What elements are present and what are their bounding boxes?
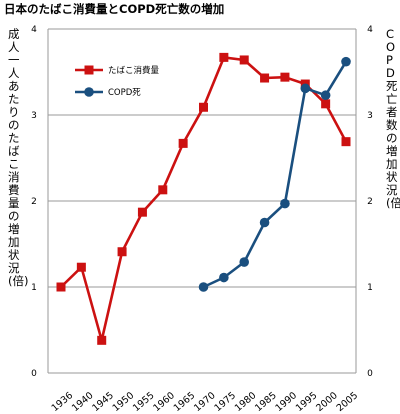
series-lines [60,56,348,342]
data-point-tobacco [219,52,229,62]
x-tick-label: 2000 [314,390,340,414]
data-point-tobacco [56,282,66,292]
data-point-tobacco [117,247,127,257]
data-point-tobacco [321,99,331,109]
data-point-tobacco [97,335,107,345]
y-tick-label-left: 4 [31,25,37,35]
data-point-copd [341,56,351,67]
data-point-copd [320,90,331,101]
x-tick-label: 1995 [294,390,320,414]
data-point-copd [219,272,229,283]
y-tick-label-right: 3 [367,111,373,121]
x-tick-label: 1936 [50,390,76,414]
data-point-tobacco [260,73,270,83]
x-tick-label: 1950 [111,390,137,414]
x-tick-label: 1980 [233,390,259,414]
grid [48,28,356,374]
series-markers [56,52,351,345]
x-tick-label: 1940 [70,390,96,414]
x-tick-label: 1970 [192,390,218,414]
x-tick-label: 1990 [274,390,300,414]
x-tick-label: 1975 [212,390,238,414]
data-point-tobacco [199,102,208,112]
legend-marker-square [84,65,94,75]
legend-label: COPD死 [108,88,141,98]
y-tick-label-left: 3 [31,111,37,121]
y-tick-label-right: 1 [367,283,373,293]
data-point-tobacco [137,207,147,217]
data-point-copd [259,217,270,228]
legend-label: たばこ消費量 [108,65,160,76]
data-point-tobacco [239,55,249,65]
y-tick-label-left: 2 [31,197,37,207]
data-point-tobacco [158,185,168,195]
y-axis-label-left: 成人一人あたりのたばこ消費量の増加状況(倍) [8,27,29,288]
x-tick-label: 1965 [172,390,198,414]
data-point-copd [239,257,250,267]
data-point-tobacco [178,138,188,148]
y-tick-label-right: 0 [367,369,373,379]
y-tick-label-left: 1 [31,283,37,293]
data-point-tobacco [76,262,86,272]
data-point-copd [198,282,209,292]
data-point-tobacco [341,137,351,147]
axes: 0 01 12 23 34 4193619401945195019551960196519… [31,25,373,414]
x-tick-label: 1960 [151,390,177,414]
x-tick-label: 1955 [131,390,157,414]
x-tick-label: 2005 [335,390,361,414]
y-tick-label-right: 4 [367,25,373,35]
data-point-copd [300,83,311,94]
x-tick-label: 1945 [90,390,116,414]
y-axis-label-right: COPD死亡者数の増加状況(倍) [386,27,400,210]
chart-title: 日本のたばこ消費量とCOPD死亡数の増加 [4,2,225,16]
legend-marker-circle [84,87,94,97]
legend: たばこ消費量 COPD死 [75,65,160,98]
data-point-tobacco [280,72,290,82]
data-point-copd [280,198,290,209]
x-tick-label: 1985 [253,390,279,414]
y-tick-label-right: 2 [367,197,373,207]
y-tick-label-left: 0 [31,369,37,379]
